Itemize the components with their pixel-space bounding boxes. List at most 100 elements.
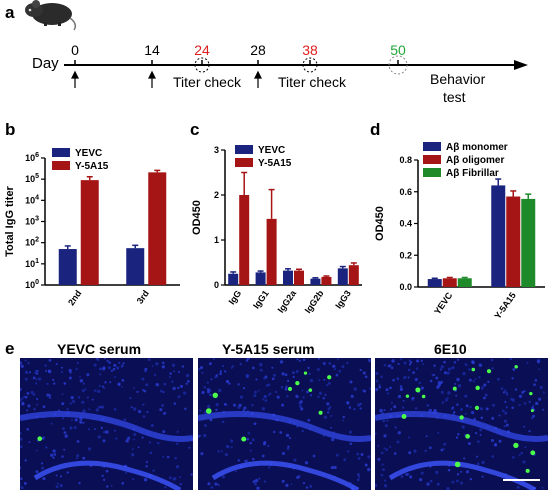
micrograph-yevc — [20, 358, 193, 490]
plaque-stain — [295, 381, 300, 386]
bar-y-5a15-igg1 — [266, 218, 277, 285]
y-tick-label: 3 — [214, 145, 219, 155]
y-tick-label: 100 — [25, 279, 39, 290]
x-tick-label: 2nd — [66, 288, 83, 307]
panel-b-label: b — [5, 120, 15, 139]
y-tick-label: 1 — [214, 235, 219, 245]
bar-a-monomer-yevc — [427, 279, 442, 287]
chart-c-subclass: 0 1 2 3 OD450 IgG IgG1 IgG2a IgG2b IgG3 YEVC Y-5A15 — [191, 145, 362, 315]
y-tick-label: 0.6 — [399, 187, 412, 197]
plaque-stain — [514, 365, 518, 369]
legend-label: Aβ monomer — [446, 142, 508, 153]
bar-a-monomer-y-5a15 — [491, 185, 506, 287]
y-tick-label: 0.8 — [399, 155, 412, 165]
y-tick-label: 106 — [25, 152, 39, 163]
timeline-day-label: Day — [32, 55, 59, 72]
bar-yevc-2nd — [58, 249, 77, 285]
plaque-stain — [303, 371, 308, 375]
panel-a-label: a — [5, 3, 15, 22]
ca-layer — [375, 411, 548, 442]
x-tick-label: IgG3 — [333, 288, 353, 310]
titer-check-2: Titer check — [278, 74, 347, 90]
bar-y-5a15-igg — [239, 195, 250, 285]
x-tick-label: IgG2a — [276, 288, 299, 315]
y-tick-label: 0.4 — [399, 219, 412, 229]
y-tick-label: 0.2 — [399, 250, 412, 260]
plaque-stain — [475, 385, 480, 391]
plaque-stain — [529, 391, 533, 396]
chart-b-igg-titer: 100 101 102 103 104 105 106 Total IgG titer 2nd 3… — [4, 148, 180, 307]
legend-swatch — [423, 155, 441, 164]
plaque-stain — [525, 468, 530, 473]
micrograph-y5a15 — [198, 358, 371, 490]
plaque-stain — [452, 386, 457, 391]
x-tick-label: Y-5A15 — [492, 290, 517, 320]
y-tick-label: 103 — [25, 216, 39, 227]
y-tick-label: 102 — [25, 237, 39, 248]
plaque-stain — [415, 387, 421, 393]
plaque-stain — [459, 415, 464, 420]
bar-yevc-igg3 — [337, 268, 348, 285]
plaque-stain — [205, 408, 212, 414]
plaque-stain — [454, 461, 461, 468]
dentate-gyrus — [211, 460, 360, 490]
plaque-stain — [513, 442, 519, 449]
micrograph-label-y5a15: Y-5A15 serum — [222, 341, 315, 357]
plaque-stain — [401, 414, 407, 419]
bar-y-5a15-3rd — [148, 172, 167, 285]
plaque-stain — [212, 392, 218, 398]
panel-c-label: c — [190, 120, 199, 139]
timeline-arrow-icon — [514, 60, 528, 70]
bar-y-5a15-igg2a — [294, 270, 304, 285]
panel-e-label: e — [5, 339, 14, 358]
bar-yevc-3rd — [126, 248, 145, 285]
y-tick-label: 101 — [25, 258, 39, 269]
bar-yevc-igg1 — [255, 272, 266, 285]
x-tick-label: IgG1 — [251, 288, 271, 310]
plaque-stain — [474, 405, 480, 410]
behavior-label-line2: test — [443, 89, 466, 105]
titer-check-1: Titer check — [173, 74, 242, 90]
dentate-gyrus — [388, 460, 537, 490]
legend-swatch — [423, 142, 441, 151]
bar-y-5a15-igg2b — [321, 276, 332, 285]
ca-layer — [20, 411, 193, 442]
plaque-stain — [308, 388, 313, 392]
y-axis-label: OD450 — [374, 206, 386, 241]
timeline-day-0: 0 — [71, 42, 79, 58]
chart-d-abeta: 0.0 0.2 0.4 0.6 0.8 OD450 YEVC Y-5A15 Aβ monomer… — [374, 142, 545, 321]
micrograph-6e10 — [375, 358, 548, 490]
plaque-stain — [421, 394, 426, 399]
dentate-gyrus — [33, 460, 182, 490]
bar-a-oligomer-yevc — [442, 278, 457, 287]
bar-yevc-igg2a — [283, 270, 293, 285]
legend-label: YEVC — [258, 145, 285, 156]
plaque-stain — [465, 434, 470, 439]
plaque-stain — [530, 450, 536, 456]
legend-swatch — [235, 145, 253, 154]
timeline-day-28: 28 — [250, 42, 266, 58]
behavior-label-line1: Behavior — [430, 71, 486, 87]
legend-label: Y-5A15 — [75, 161, 109, 172]
bar-yevc-igg — [228, 273, 239, 285]
plaque-stain — [327, 375, 332, 380]
legend-swatch — [52, 148, 70, 157]
x-tick-label: IgG — [227, 288, 244, 306]
micrograph-label-6e10: 6E10 — [434, 341, 467, 357]
plaque-stain — [287, 386, 293, 391]
ca-layer — [198, 411, 371, 442]
x-tick-label: 3rd — [135, 288, 151, 305]
bar-a-fibrillar-yevc — [457, 278, 472, 287]
timeline-day-50: 50 — [390, 42, 406, 58]
bar-a-fibrillar-y-5a15 — [521, 198, 536, 287]
panel-d-label: d — [370, 120, 380, 139]
plaque-stain — [37, 436, 43, 442]
timeline-day-38: 38 — [302, 42, 318, 58]
y-tick-label: 2 — [214, 190, 219, 200]
plaque-stain — [405, 394, 410, 398]
bar-y-5a15-igg3 — [348, 265, 359, 285]
y-tick-label: 104 — [25, 194, 39, 205]
legend-swatch — [235, 158, 253, 167]
bar-a-oligomer-y-5a15 — [506, 196, 521, 287]
